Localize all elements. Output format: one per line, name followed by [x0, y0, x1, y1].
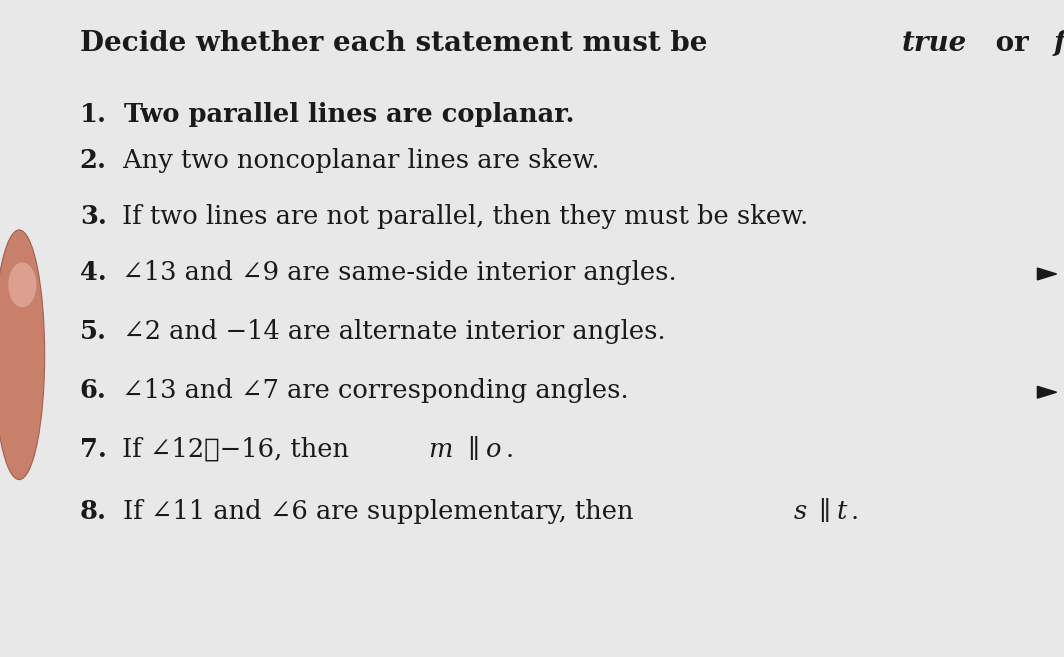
Text: 8.: 8.	[80, 499, 106, 524]
Text: 6.: 6.	[80, 378, 106, 403]
Text: If ∠11 and ∠6 are supplementary, then: If ∠11 and ∠6 are supplementary, then	[115, 499, 642, 524]
Text: ∠13 and ∠7 are corresponding angles.: ∠13 and ∠7 are corresponding angles.	[115, 378, 629, 403]
Text: 4.: 4.	[80, 260, 106, 284]
Text: or: or	[986, 30, 1038, 57]
Text: ∥: ∥	[460, 437, 480, 462]
Text: .: .	[505, 437, 514, 462]
Text: .: .	[850, 499, 859, 524]
Text: false.: false.	[1053, 30, 1064, 57]
Text: t: t	[837, 499, 847, 524]
Text: true: true	[902, 30, 967, 57]
Ellipse shape	[9, 262, 36, 307]
Text: Decide whether each statement must be: Decide whether each statement must be	[80, 30, 717, 57]
Text: If two lines are not parallel, then they must be skew.: If two lines are not parallel, then they…	[115, 204, 809, 229]
Text: o: o	[485, 437, 501, 462]
Polygon shape	[1037, 268, 1057, 280]
Text: m: m	[428, 437, 452, 462]
Text: ∠2 and −14 are alternate interior angles.: ∠2 and −14 are alternate interior angles…	[115, 319, 665, 344]
Text: ∠13 and ∠9 are same-side interior angles.: ∠13 and ∠9 are same-side interior angles…	[114, 260, 677, 284]
Ellipse shape	[0, 230, 45, 480]
Text: ∥: ∥	[811, 499, 831, 524]
Text: 1.: 1.	[80, 102, 106, 127]
Text: Two parallel lines are coplanar.: Two parallel lines are coplanar.	[115, 102, 575, 127]
Text: Any two noncoplanar lines are skew.: Any two noncoplanar lines are skew.	[115, 148, 599, 173]
Text: s: s	[794, 499, 808, 524]
Text: If ∠12≅−16, then: If ∠12≅−16, then	[115, 437, 358, 462]
Text: 2.: 2.	[80, 148, 106, 173]
Text: 7.: 7.	[80, 437, 106, 462]
Text: 5.: 5.	[80, 319, 106, 344]
Text: 3.: 3.	[80, 204, 106, 229]
Polygon shape	[1037, 386, 1057, 398]
